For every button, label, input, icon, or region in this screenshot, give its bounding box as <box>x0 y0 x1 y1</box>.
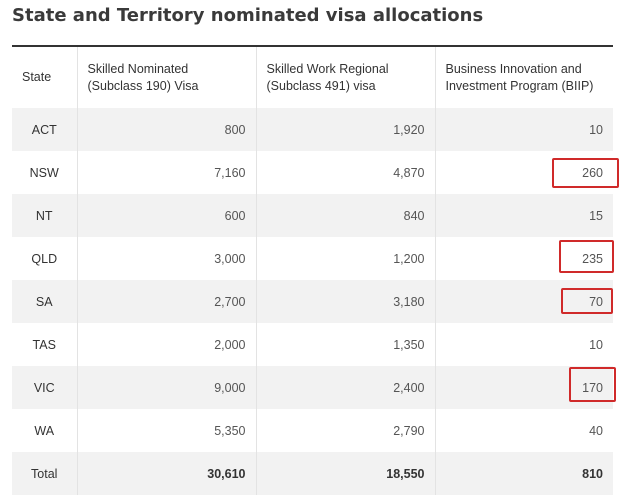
subclass-190-cell: 5,350 <box>76 409 256 452</box>
state-cell: NT <box>12 194 77 237</box>
table-row: NT 600 840 15 <box>12 194 613 237</box>
total-label: Total <box>12 452 77 495</box>
state-cell: QLD <box>12 237 77 280</box>
table-row: WA 5,350 2,790 40 <box>12 409 613 452</box>
state-cell: TAS <box>12 323 77 366</box>
biip-cell: 10 <box>434 323 613 366</box>
biip-cell: 40 <box>434 409 613 452</box>
biip-cell: 70 <box>434 280 613 323</box>
total-subclass-491: 18,550 <box>255 452 435 495</box>
column-header-biip: Business Innovation and Investment Progr… <box>434 46 613 108</box>
state-cell: WA <box>12 409 77 452</box>
subclass-190-cell: 2,000 <box>76 323 256 366</box>
total-biip: 810 <box>434 452 613 495</box>
subclass-190-cell: 7,160 <box>76 151 256 194</box>
subclass-190-cell: 800 <box>76 108 256 151</box>
state-cell: ACT <box>12 108 77 151</box>
biip-cell: 10 <box>434 108 613 151</box>
state-cell: NSW <box>12 151 77 194</box>
state-cell: SA <box>12 280 77 323</box>
subclass-491-cell: 1,350 <box>255 323 435 366</box>
subclass-491-cell: 3,180 <box>255 280 435 323</box>
table-row: TAS 2,000 1,350 10 <box>12 323 613 366</box>
column-header-subclass-190: Skilled Nominated (Subclass 190) Visa <box>76 46 256 108</box>
subclass-491-cell: 1,920 <box>255 108 435 151</box>
column-header-subclass-491: Skilled Work Regional (Subclass 491) vis… <box>255 46 435 108</box>
biip-cell: 235 <box>434 237 613 280</box>
subclass-491-cell: 1,200 <box>255 237 435 280</box>
biip-cell: 260 <box>434 151 613 194</box>
subclass-190-cell: 2,700 <box>76 280 256 323</box>
page-title: State and Territory nominated visa alloc… <box>12 5 484 26</box>
subclass-491-cell: 2,790 <box>255 409 435 452</box>
table-row: ACT 800 1,920 10 <box>12 108 613 151</box>
biip-cell: 170 <box>434 366 613 409</box>
total-subclass-190: 30,610 <box>76 452 256 495</box>
subclass-190-cell: 600 <box>76 194 256 237</box>
subclass-190-cell: 9,000 <box>76 366 256 409</box>
table-header-row: State Skilled Nominated (Subclass 190) V… <box>12 46 613 108</box>
table-row: VIC 9,000 2,400 170 <box>12 366 613 409</box>
subclass-491-cell: 840 <box>255 194 435 237</box>
visa-allocation-table: State Skilled Nominated (Subclass 190) V… <box>12 45 613 495</box>
table-row: SA 2,700 3,180 70 <box>12 280 613 323</box>
state-cell: VIC <box>12 366 77 409</box>
total-row: Total 30,610 18,550 810 <box>12 452 613 495</box>
subclass-491-cell: 2,400 <box>255 366 435 409</box>
subclass-190-cell: 3,000 <box>76 237 256 280</box>
table-row: QLD 3,000 1,200 235 <box>12 237 613 280</box>
column-header-state: State <box>22 70 52 84</box>
biip-cell: 15 <box>434 194 613 237</box>
table-row: NSW 7,160 4,870 260 <box>12 151 613 194</box>
subclass-491-cell: 4,870 <box>255 151 435 194</box>
